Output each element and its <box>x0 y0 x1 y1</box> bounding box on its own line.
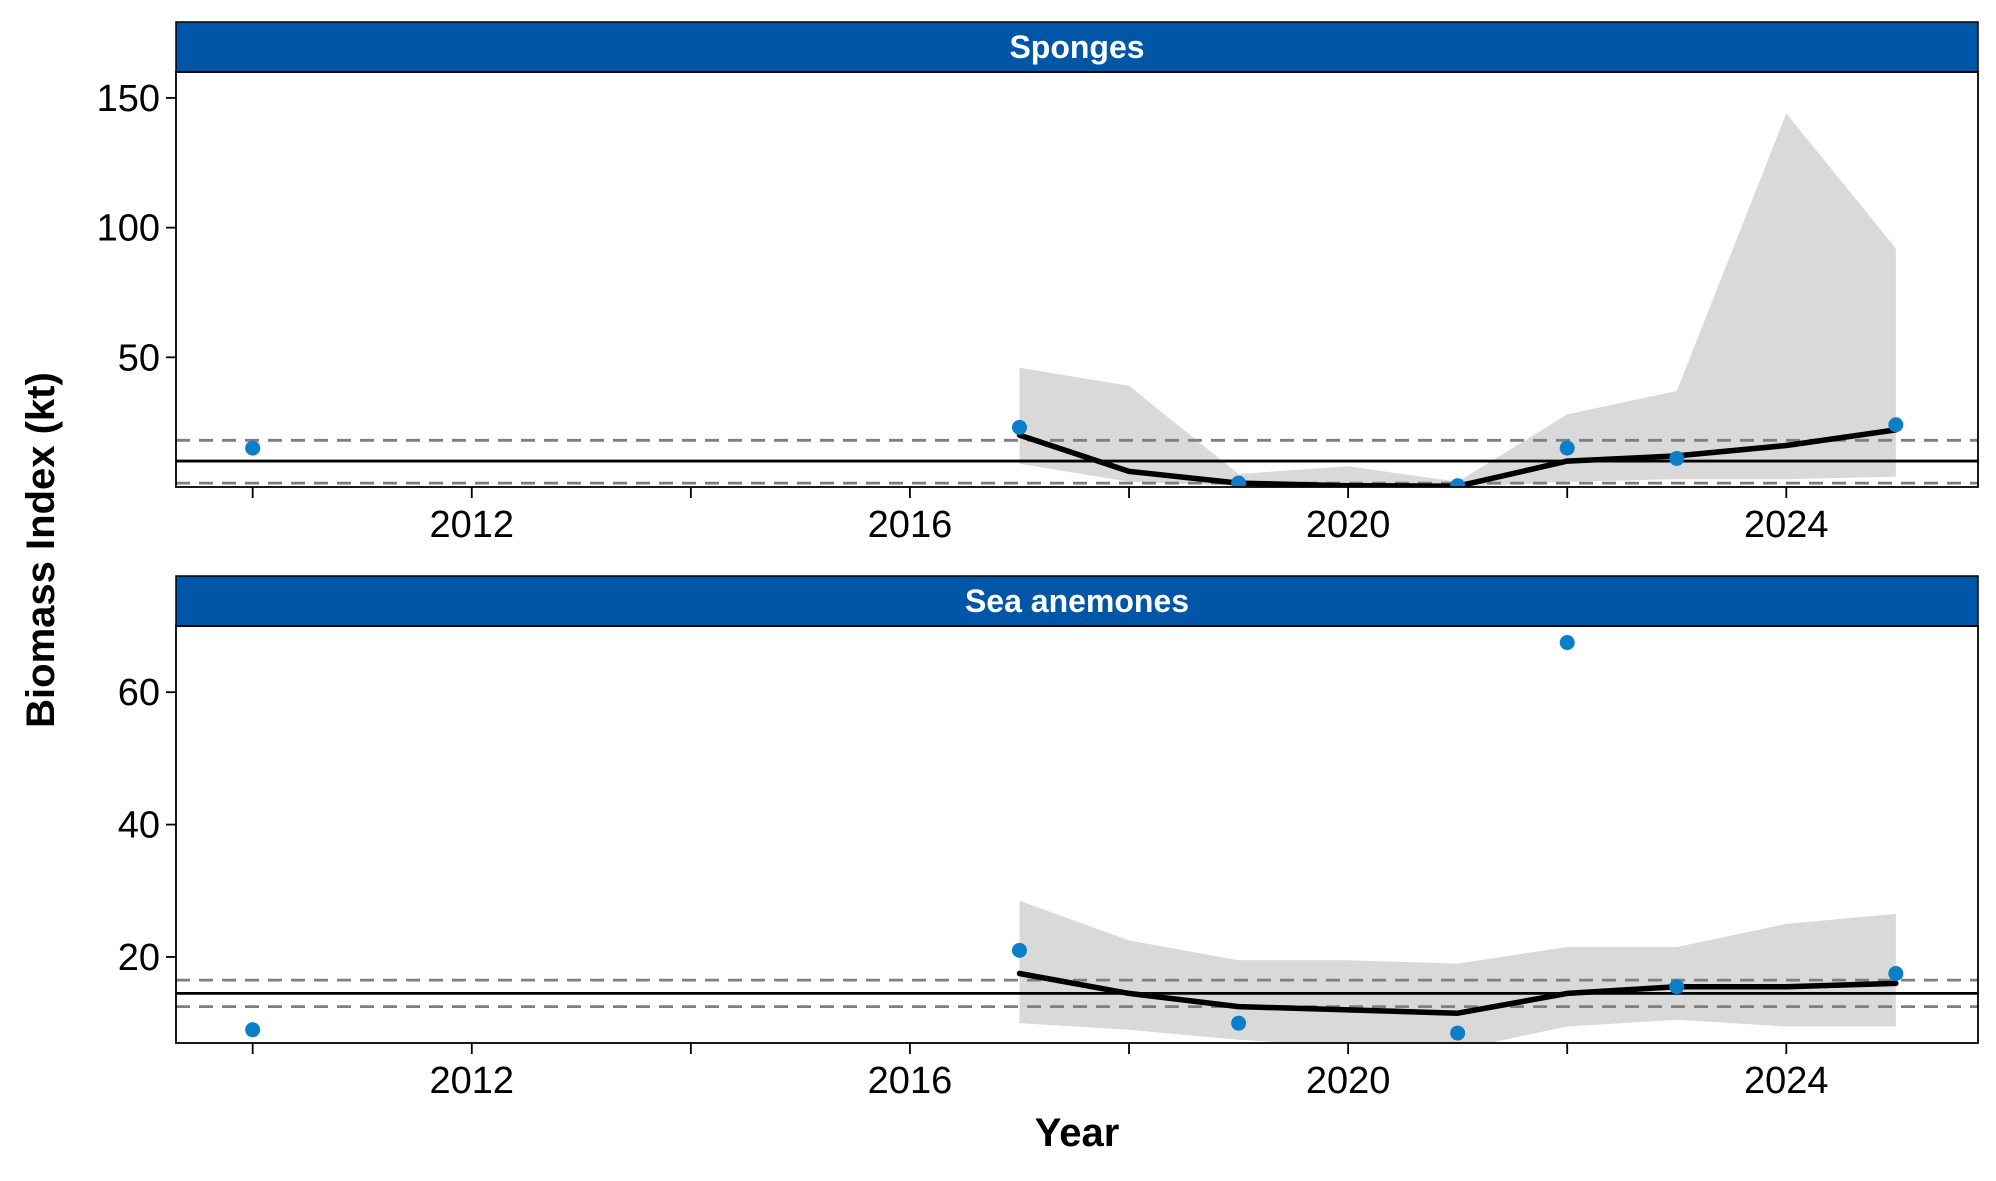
y-axis-title: Biomass Index (kt) <box>19 372 63 728</box>
sponges-x-tick-label: 2016 <box>868 504 953 546</box>
sea-anemones-x-tick-label: 2024 <box>1744 1060 1829 1102</box>
sea-anemones-y-tick-label: 60 <box>118 672 160 714</box>
sea-anemones-x-tick-label: 2020 <box>1306 1060 1391 1102</box>
sea-anemones-y-tick-label: 40 <box>118 805 160 847</box>
sponges-plot-content <box>176 113 1978 487</box>
sponges-plot-area <box>176 113 1978 487</box>
sea-anemones-y-tick-label: 20 <box>118 937 160 979</box>
sponges-observed-point <box>1450 478 1466 487</box>
sponges-x-tick-label: 2024 <box>1744 504 1829 546</box>
sea-anemones-observed-point <box>1559 635 1575 651</box>
sea-anemones-observed-point <box>245 1022 261 1038</box>
sea-anemones-panel: Sea anemones 20 40 60 2012 2016 2020 2024 <box>118 575 1979 1102</box>
sponges-observed-point <box>1888 417 1904 433</box>
sea-anemones-observed-point <box>1011 942 1027 958</box>
sponges-panel: Sponges 50 100 150 2012 2016 2020 2024 <box>97 21 1979 546</box>
sea-anemones-plot-area <box>176 635 1978 1043</box>
sea-anemones-strip <box>175 575 1979 627</box>
x-axis-title: Year <box>1035 1111 1120 1155</box>
sea-anemones-strip-title: Sea anemones <box>965 583 1189 619</box>
sea-anemones-observed-point <box>1888 966 1904 981</box>
sponges-y-tick-label: 50 <box>118 337 160 379</box>
sponges-axes: 50 100 150 2012 2016 2020 2024 <box>97 78 1829 546</box>
sea-anemones-x-tick-label: 2012 <box>429 1060 514 1102</box>
sea-anemones-axes: 20 40 60 2012 2016 2020 2024 <box>118 672 1829 1102</box>
sea-anemones-observed-point <box>1669 979 1685 995</box>
sponges-observed-point <box>1231 475 1247 487</box>
sea-anemones-x-tick-label: 2016 <box>868 1060 953 1102</box>
sponges-observed-point <box>1011 419 1027 435</box>
sponges-strip-title: Sponges <box>1009 29 1144 65</box>
sponges-observed-point <box>1669 450 1685 466</box>
sponges-x-tick-label: 2020 <box>1306 504 1391 546</box>
sponges-observed-point <box>1559 440 1575 456</box>
sea-anemones-panel-border <box>175 625 1979 1044</box>
sponges-panel-border <box>175 71 1979 488</box>
sea-anemones-plot-content <box>176 635 1978 1043</box>
sea-anemones-fitted-line <box>1016 970 1899 1016</box>
sponges-x-tick-label: 2012 <box>429 504 514 546</box>
sponges-strip <box>175 21 1979 73</box>
sea-anemones-observed-point <box>1450 1025 1466 1041</box>
sponges-y-tick-label: 100 <box>97 208 160 250</box>
sponges-confidence-ribbon <box>1019 113 1896 487</box>
sea-anemones-observed-point <box>1231 1015 1247 1031</box>
sponges-observed-point <box>245 440 261 456</box>
sponges-y-tick-label: 150 <box>97 78 160 120</box>
